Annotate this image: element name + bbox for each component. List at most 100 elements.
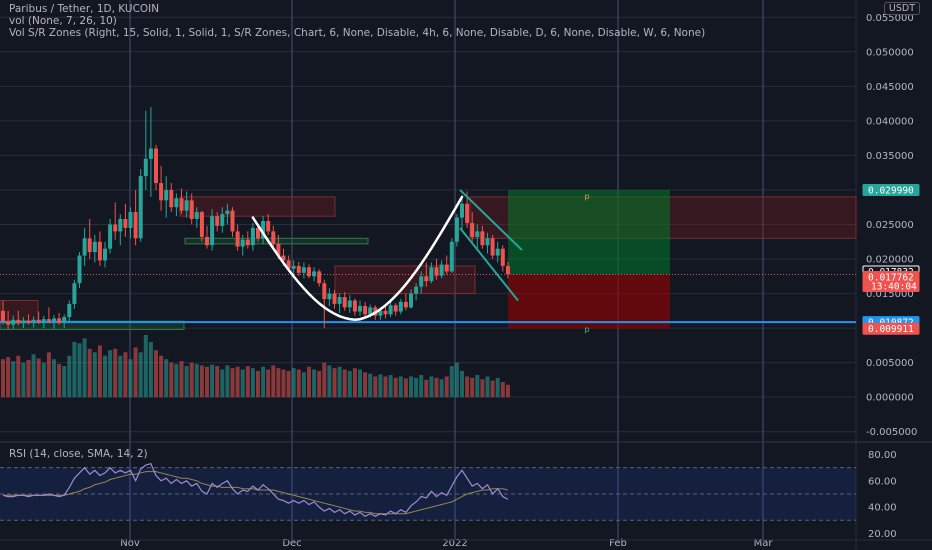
candle-series: [1, 107, 510, 330]
candle-body: [174, 198, 179, 208]
volume-bar: [205, 366, 209, 398]
volume-bar: [77, 343, 82, 398]
volume-bar: [62, 366, 67, 398]
candle-body: [108, 224, 113, 249]
volume-bar: [113, 348, 118, 398]
candle-body: [271, 231, 276, 244]
price-tick-label: 0.005000: [866, 358, 914, 369]
price-label-bg: [862, 184, 920, 197]
sr-zones-legend: Vol S/R Zones (Right, 15, Solid, 1, Soli…: [9, 27, 706, 39]
sr-zones: [0, 196, 857, 330]
candle-body: [261, 221, 266, 239]
rsi-ma-line: [3, 471, 509, 515]
price-label: 0.017762: [868, 272, 914, 283]
volume-bar: [184, 366, 189, 398]
price-tick-label: -0.005000: [866, 427, 917, 438]
candle-body: [286, 260, 291, 269]
candle-body: [363, 305, 368, 315]
volume-bar: [103, 355, 107, 398]
price-tick-label: 0.040000: [866, 116, 914, 127]
candle-body: [41, 319, 46, 322]
candle-body: [118, 218, 123, 232]
volume-bar: [480, 379, 485, 398]
candle-body: [113, 224, 118, 232]
candle-body: [439, 264, 444, 276]
volume-bar: [475, 375, 480, 398]
volume-bar: [470, 377, 475, 398]
candle-body: [72, 283, 77, 304]
rsi-pane: 80.00 60.00 40.00 20.00: [0, 450, 897, 540]
candle-body: [26, 320, 31, 323]
volume-bar: [82, 338, 87, 398]
candle-body: [424, 276, 429, 282]
candle-body: [6, 321, 11, 325]
candle-body: [169, 189, 174, 208]
volume-bar: [148, 341, 153, 398]
candle-body: [92, 241, 97, 253]
x-tick-label: Nov: [120, 538, 140, 549]
volume-bar: [286, 370, 291, 398]
candle-body: [276, 243, 281, 256]
volume-bar: [378, 374, 383, 398]
volume-bar: [210, 364, 215, 398]
volume-bar: [174, 364, 179, 398]
price-label: 0.009911: [868, 324, 914, 335]
candle-body: [205, 236, 209, 246]
volume-bar: [41, 362, 46, 398]
volume-bar: [460, 370, 464, 398]
candle-body: [82, 238, 87, 256]
candle-body: [383, 310, 388, 315]
volume-series: [1, 335, 510, 398]
volume-bar: [276, 368, 281, 398]
candle-body: [291, 265, 296, 269]
volume-bar: [250, 368, 255, 398]
volume-bar: [495, 377, 500, 398]
candle-body: [133, 212, 138, 239]
sr-zone: [0, 299, 39, 324]
profit-zone: [508, 190, 670, 275]
candle-body: [67, 303, 72, 318]
candle-body: [301, 267, 306, 273]
candle-body: [403, 301, 408, 308]
volume-bar: [235, 366, 240, 398]
candle-body: [454, 217, 459, 242]
volume-bar: [291, 368, 296, 398]
volume-bar: [414, 377, 419, 398]
candle-body: [31, 319, 36, 323]
price-tick-label: 0.035000: [866, 151, 914, 162]
volume-bar: [271, 365, 276, 398]
candle-body: [490, 238, 495, 256]
volume-bar: [347, 370, 352, 398]
candle-body: [245, 239, 250, 246]
x-tick-label: Mar: [754, 538, 774, 549]
volume-bar: [169, 362, 174, 398]
candle-body: [194, 212, 199, 219]
volume-bar: [363, 372, 368, 398]
currency-badge[interactable]: USDT: [883, 2, 920, 15]
candle-body: [444, 264, 449, 272]
price-label: 0.029990: [868, 186, 914, 197]
candle-body: [307, 267, 311, 277]
volume-bar: [220, 369, 225, 398]
volume-bar: [454, 362, 459, 398]
volume-bar: [398, 376, 403, 398]
volume-bar: [133, 347, 138, 398]
volume-bar: [352, 368, 357, 398]
volume-bar: [403, 378, 408, 398]
rsi-tick-label: 20.00: [868, 529, 897, 540]
candle-body: [97, 241, 102, 261]
candle-body: [128, 212, 133, 228]
x-tick-label: Feb: [609, 538, 627, 549]
candle-body: [103, 248, 107, 261]
price-tick-label: 0.055000: [866, 13, 914, 24]
volume-bar: [154, 350, 158, 398]
volume-bar: [52, 359, 56, 398]
candle-body: [46, 319, 51, 322]
volume-bar: [281, 369, 286, 398]
volume-bar: [368, 373, 373, 398]
chart-title: Paribus / Tether, 1D, KUCOIN: [9, 3, 160, 15]
volume-bar: [429, 376, 434, 398]
candle-body: [419, 276, 424, 287]
price-tick-label: 0.025000: [866, 220, 914, 231]
